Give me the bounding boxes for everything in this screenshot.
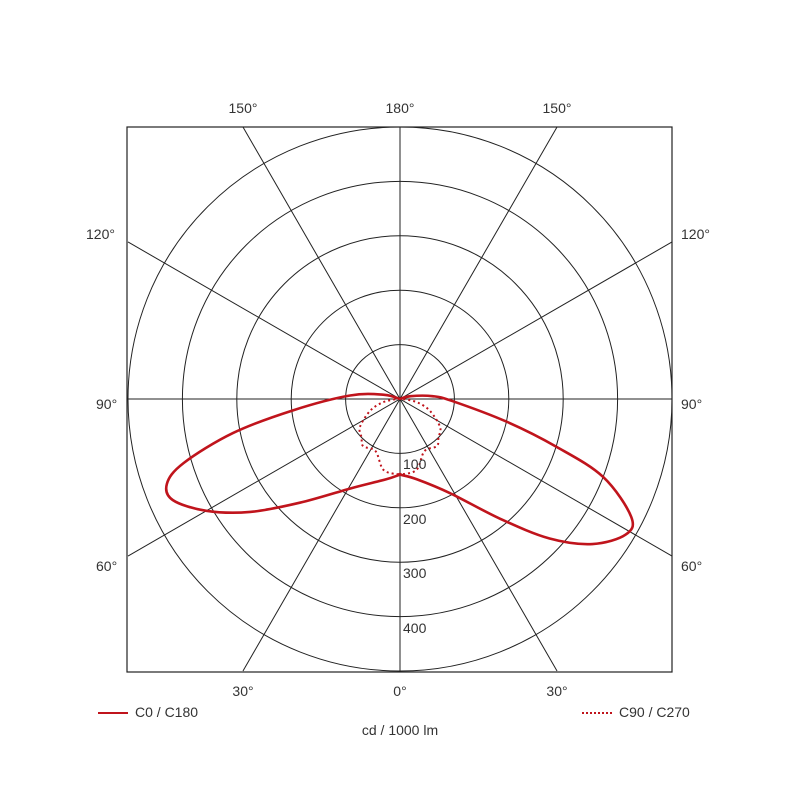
legend-label-c90-c270: C90 / C270 [619, 704, 690, 720]
series-c0-c180-curve [164, 392, 635, 546]
angle-label-120-right: 120° [681, 226, 710, 242]
angle-label-top-right: 150° [542, 100, 572, 116]
radial-tick-300: 300 [403, 565, 427, 581]
angle-label-bottom-center: 0° [393, 683, 407, 699]
angle-label-top-left: 150° [228, 100, 258, 116]
angle-label-60-right: 60° [681, 558, 703, 574]
legend-solid-line [98, 712, 128, 714]
angle-label-60-left: 60° [96, 558, 118, 574]
radial-tick-200: 200 [403, 511, 427, 527]
unit-label: cd / 1000 lm [361, 722, 439, 738]
legend-label-c0-c180: C0 / C180 [135, 704, 199, 720]
angle-label-bottom-left: 30° [232, 683, 254, 699]
angle-label-top-center: 180° [385, 100, 415, 116]
angle-label-90-right: 90° [681, 396, 703, 412]
angle-label-bottom-right: 30° [546, 683, 568, 699]
angle-label-120-left: 120° [86, 226, 115, 242]
radial-tick-400: 400 [403, 620, 427, 636]
legend-dotted-line [582, 712, 612, 714]
angle-label-90-left: 90° [96, 396, 118, 412]
radial-tick-100: 100 [403, 456, 427, 472]
